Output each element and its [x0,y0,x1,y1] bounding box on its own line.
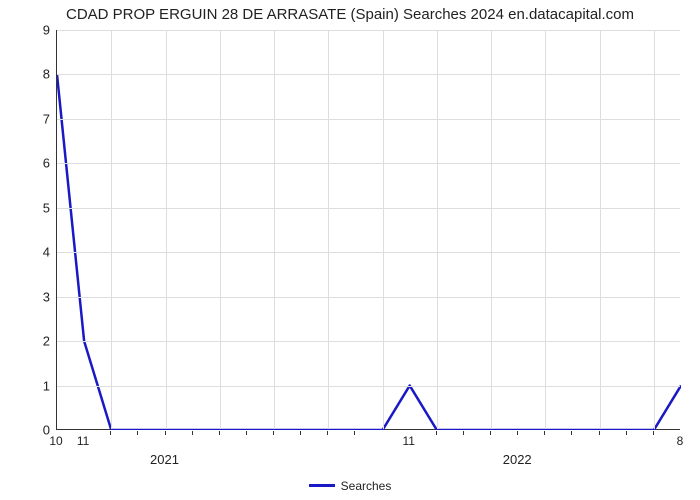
x-minor-tick [165,431,166,435]
legend-swatch [309,484,335,487]
chart-title: CDAD PROP ERGUIN 28 DE ARRASATE (Spain) … [0,6,700,23]
y-tick-label: 2 [10,334,50,349]
x-minor-tick [571,431,572,435]
gridline-v [274,30,275,429]
x-tick-label: 10 [49,434,62,448]
gridline-v [654,30,655,429]
x-minor-tick [490,431,491,435]
chart-plot-area [56,30,680,430]
gridline-h [57,30,680,31]
x-minor-tick [354,431,355,435]
gridline-v [491,30,492,429]
x-minor-tick [463,431,464,435]
gridline-h [57,297,680,298]
x-minor-tick [110,431,111,435]
y-tick-label: 6 [10,156,50,171]
x-minor-tick [436,431,437,435]
gridline-v [220,30,221,429]
gridline-h [57,252,680,253]
gridline-v [383,30,384,429]
x-minor-tick [544,431,545,435]
x-tick-label: 8 [677,434,684,448]
y-tick-label: 4 [10,245,50,260]
y-tick-label: 5 [10,200,50,215]
y-tick-label: 1 [10,378,50,393]
x-minor-tick [626,431,627,435]
gridline-v [328,30,329,429]
gridline-v [545,30,546,429]
x-year-label: 2021 [150,452,179,467]
x-minor-tick [192,431,193,435]
gridline-v [437,30,438,429]
gridline-v [600,30,601,429]
x-year-label: 2022 [503,452,532,467]
gridline-h [57,119,680,120]
x-tick-label: 11 [77,434,89,448]
x-tick-label: 11 [402,434,414,448]
gridline-h [57,341,680,342]
line-series [57,30,681,430]
y-tick-label: 8 [10,67,50,82]
x-minor-tick [599,431,600,435]
y-tick-label: 7 [10,111,50,126]
x-minor-tick [246,431,247,435]
x-minor-tick [517,431,518,435]
chart-legend: Searches [0,478,700,493]
gridline-h [57,163,680,164]
x-minor-tick [300,431,301,435]
x-minor-tick [137,431,138,435]
gridline-h [57,386,680,387]
x-minor-tick [653,431,654,435]
gridline-v [166,30,167,429]
legend-label: Searches [341,479,392,493]
x-minor-tick [219,431,220,435]
gridline-h [57,74,680,75]
gridline-v [111,30,112,429]
x-minor-tick [327,431,328,435]
y-tick-label: 9 [10,23,50,38]
y-tick-label: 0 [10,423,50,438]
x-minor-tick [273,431,274,435]
y-tick-label: 3 [10,289,50,304]
gridline-h [57,208,680,209]
